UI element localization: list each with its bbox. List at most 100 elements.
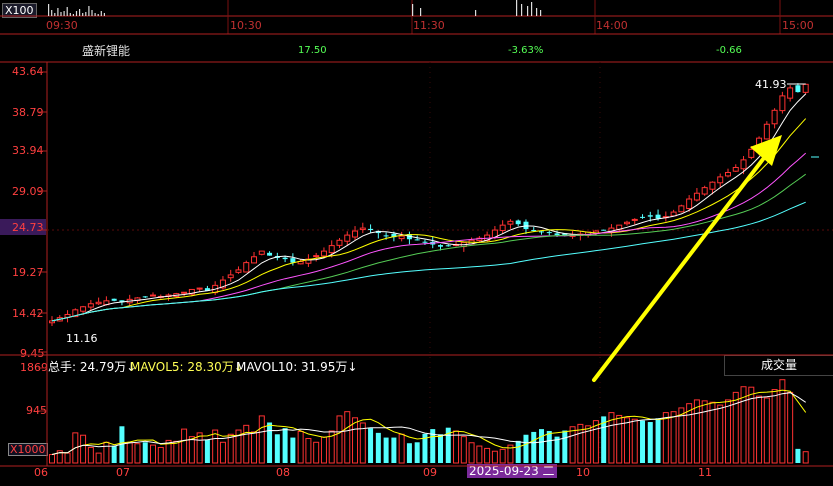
stock-price: 17.50 (298, 45, 327, 56)
candle-body (204, 288, 210, 291)
candle-body (515, 220, 521, 225)
candle-body (701, 187, 708, 195)
volume-bar (569, 426, 576, 464)
volume-bar (134, 443, 141, 464)
volume-bar (212, 429, 219, 464)
price-label-1: 43.64 (12, 65, 44, 78)
candle-body (499, 224, 506, 232)
volume-bar (336, 415, 343, 464)
candle-body (391, 233, 397, 238)
intraday-volume-tick (521, 4, 523, 16)
volume-bar (181, 428, 188, 464)
intraday-volume-tick (75, 11, 78, 16)
volume-bar (204, 439, 210, 463)
candle-body (344, 234, 351, 242)
volume-bar (227, 433, 234, 464)
ma-line-magenta (51, 152, 807, 322)
date-label-07: 07 (116, 466, 130, 479)
date-label-06: 06 (34, 466, 48, 479)
volume-bar (398, 433, 405, 464)
candle-body (640, 216, 646, 218)
price-label-highlight-box (0, 219, 46, 235)
candle-body (227, 274, 234, 279)
intraday-volume-tick (57, 8, 59, 16)
candle-body (601, 229, 607, 231)
volume-bar (196, 432, 203, 464)
candle-body (623, 221, 630, 225)
mavol10-line (51, 392, 806, 455)
candle-body (219, 279, 226, 289)
volume-bar (717, 404, 724, 464)
volume-axis-top: 1869 (20, 361, 48, 374)
volume-bar (507, 444, 514, 464)
candle-body (779, 95, 786, 112)
intraday-volume-tick (475, 10, 477, 16)
candle-body (554, 233, 560, 236)
candle-body (732, 166, 739, 172)
ma-line-white (51, 93, 807, 322)
candle-body (562, 233, 568, 237)
volume-bar (274, 434, 280, 463)
volume-bar (701, 400, 708, 464)
candle-body (352, 230, 359, 238)
stock-change-pct: -3.63% (508, 45, 544, 56)
volume-bar (515, 440, 521, 463)
candle-body (383, 235, 389, 237)
stock-name[interactable]: 盛新锂能 (82, 44, 131, 58)
indicator-select-button[interactable]: 成交量 (724, 355, 833, 376)
candle-body (282, 257, 288, 260)
intraday-volume-tick (91, 10, 93, 16)
volume-bar (546, 430, 552, 463)
volume-bar (80, 434, 87, 464)
volume-bar (499, 448, 506, 464)
candle-body (87, 303, 94, 308)
intraday-volume-tick (94, 13, 96, 16)
volume-bar (313, 441, 320, 464)
intraday-volume-tick (536, 8, 538, 16)
intraday-volume-tick (103, 13, 105, 16)
candle-body (328, 245, 335, 254)
volume-bar (383, 437, 389, 463)
candle-body (359, 227, 366, 231)
date-label-11: 11 (698, 466, 712, 479)
volume-bar (601, 416, 607, 463)
volume-bar (763, 397, 770, 464)
volume-bar (391, 437, 397, 463)
date-label-08: 08 (276, 466, 290, 479)
volume-bar (150, 444, 157, 464)
candle-body (235, 269, 242, 273)
candle-body (539, 231, 545, 233)
intraday-volume-tick (48, 4, 50, 16)
volume-bar (165, 439, 172, 464)
volume-bar (95, 452, 102, 464)
candle-body (320, 250, 327, 257)
candle-body (717, 176, 724, 184)
candle-body (119, 300, 125, 303)
volume-bar (438, 434, 443, 463)
candle-body (507, 220, 514, 225)
candle-body (181, 291, 188, 294)
volume-bar (142, 442, 148, 463)
price-label-3: 33.94 (12, 144, 44, 157)
volume-bar (320, 436, 327, 464)
volume-bar (453, 430, 460, 464)
volume-bar (539, 429, 545, 463)
time-label-1400: 14:00 (596, 19, 628, 32)
volume-bar (258, 415, 265, 464)
volume-bar (305, 438, 312, 464)
candle-body (111, 298, 117, 301)
volume-bar (87, 446, 94, 464)
intraday-volume-tick (66, 7, 68, 16)
trend-arrow-head (750, 135, 782, 166)
intraday-volume-tick (72, 14, 74, 16)
volume-axis-mid: 945 (26, 404, 47, 417)
volume-bar (368, 428, 374, 463)
volume-bar (64, 452, 71, 464)
candle-body (523, 221, 529, 230)
low-price-annotation: 11.16 (66, 332, 98, 345)
mavol10-label: MAVOL10: 31.95万↓ (236, 360, 358, 374)
intraday-mini-panel: X100 09:30 10:30 11:30 14:00 15:00 (0, 0, 833, 34)
volume-bar (235, 429, 242, 464)
candle-body (795, 85, 801, 93)
